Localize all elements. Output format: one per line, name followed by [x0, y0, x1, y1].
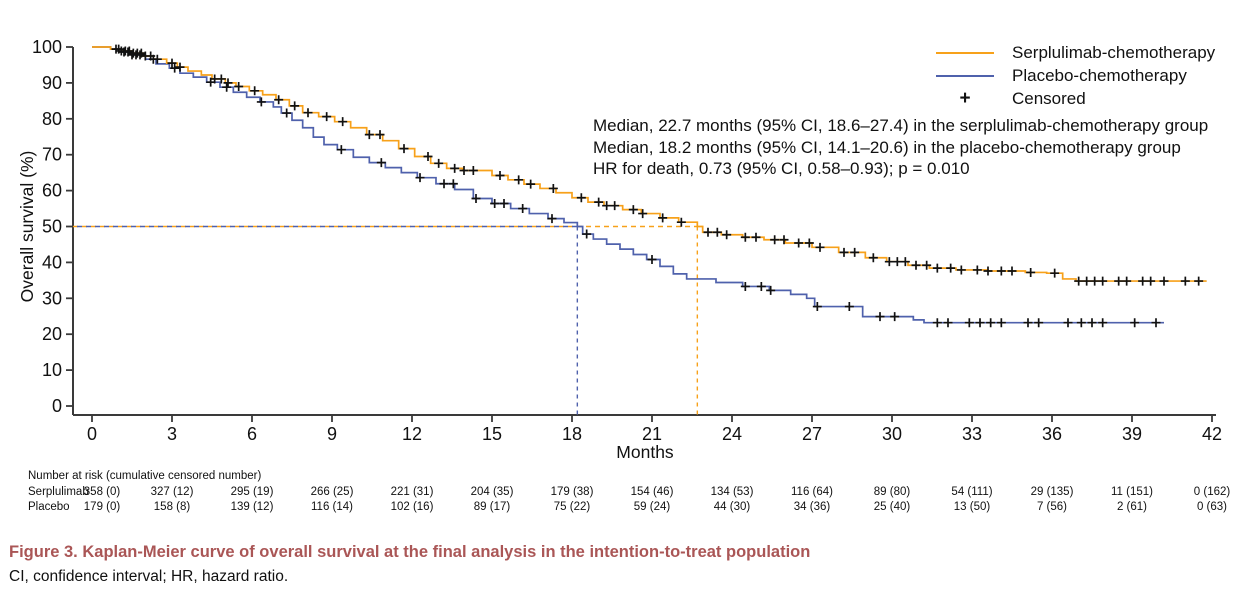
- risk-cell: 25 (40): [874, 501, 911, 513]
- censored-marker: +: [930, 89, 1000, 108]
- legend-row-placebo: Placebo-chemotherapy: [930, 64, 1215, 87]
- svg-text:100: 100: [32, 37, 62, 57]
- svg-text:60: 60: [42, 181, 62, 201]
- risk-cell: 34 (36): [794, 501, 831, 513]
- svg-text:12: 12: [402, 424, 422, 444]
- svg-text:6: 6: [247, 424, 257, 444]
- legend-label-censored: Censored: [1012, 88, 1086, 108]
- svg-text:42: 42: [1202, 424, 1222, 444]
- svg-text:80: 80: [42, 109, 62, 129]
- risk-cell: 59 (24): [634, 501, 671, 513]
- svg-text:24: 24: [722, 424, 742, 444]
- placebo-line-icon: [936, 74, 994, 77]
- risk-cell: 54 (111): [951, 486, 992, 498]
- legend-row-serplulimab: Serplulimab-chemotherapy: [930, 41, 1215, 64]
- serplulimab-line-swatch: [930, 51, 1000, 54]
- risk-cell: 75 (22): [554, 501, 591, 513]
- svg-text:9: 9: [327, 424, 337, 444]
- x-tick-labels: 0 3 6 9 12 15 18 21 24 27 30 33 36 39 42: [87, 424, 1222, 444]
- risk-cell: 11 (151): [1111, 486, 1153, 498]
- svg-text:10: 10: [42, 360, 62, 380]
- risk-cell: 89 (80): [874, 486, 911, 498]
- risk-cell: 0 (162): [1194, 486, 1231, 498]
- annotation-line-serplulimab: Median, 22.7 months (95% CI, 18.6–27.4) …: [593, 116, 1209, 135]
- legend-row-censored: + Censored: [930, 87, 1215, 110]
- risk-cell: 116 (14): [311, 501, 353, 513]
- risk-cell: 179 (38): [551, 486, 594, 498]
- x-axis-title: Months: [616, 442, 674, 462]
- svg-text:33: 33: [962, 424, 982, 444]
- tick-marks: [66, 46, 1213, 422]
- risk-cell: 358 (0): [84, 486, 121, 498]
- chart-legend: Serplulimab-chemotherapy Placebo-chemoth…: [930, 41, 1215, 110]
- svg-text:3: 3: [167, 424, 177, 444]
- svg-text:18: 18: [562, 424, 582, 444]
- risk-cell: 204 (35): [471, 486, 514, 498]
- censor-marks-placebo: [114, 44, 1161, 328]
- axes: [72, 47, 1216, 416]
- svg-text:0: 0: [87, 424, 97, 444]
- svg-text:70: 70: [42, 145, 62, 165]
- risk-cell: 13 (50): [954, 501, 991, 513]
- placebo-line-swatch: [930, 74, 1000, 77]
- risk-cell: 154 (46): [631, 486, 674, 498]
- y-tick-labels: 0 10 20 30 40 50 60 70 80 90 100: [32, 37, 62, 416]
- risk-cell: 102 (16): [391, 501, 434, 513]
- annotation-line-hr: HR for death, 0.73 (95% CI, 0.58–0.93); …: [593, 159, 970, 178]
- risk-cell: 134 (53): [711, 486, 754, 498]
- risk-cell: 89 (17): [474, 501, 511, 513]
- risk-cell: 44 (30): [714, 501, 751, 513]
- legend-label-placebo: Placebo-chemotherapy: [1012, 65, 1187, 85]
- svg-text:50: 50: [42, 217, 62, 237]
- median-annotation-block: Median, 22.7 months (95% CI, 18.6–27.4) …: [593, 115, 1208, 180]
- risk-cell: 29 (135): [1031, 486, 1074, 498]
- figure-caption-note: CI, confidence interval; HR, hazard rati…: [9, 568, 289, 585]
- legend-label-serplulimab: Serplulimab-chemotherapy: [1012, 42, 1216, 62]
- svg-text:40: 40: [42, 252, 62, 272]
- risk-row-label: Serplulimab: [28, 486, 89, 498]
- risk-table: Number at risk (cumulative censored numb…: [28, 470, 1230, 513]
- risk-row-label: Placebo: [28, 501, 70, 513]
- risk-cell: 7 (56): [1037, 501, 1067, 513]
- figure-caption-title: Figure 3. Kaplan-Meier curve of overall …: [9, 543, 811, 561]
- svg-text:39: 39: [1122, 424, 1142, 444]
- svg-text:0: 0: [52, 396, 62, 416]
- y-axis-title: Overall survival (%): [17, 151, 37, 303]
- risk-cell: 266 (25): [311, 486, 354, 498]
- risk-cell: 295 (19): [231, 486, 274, 498]
- svg-text:27: 27: [802, 424, 822, 444]
- risk-cell: 116 (64): [791, 486, 833, 498]
- censored-plus-icon: +: [959, 88, 971, 109]
- risk-cell: 0 (63): [1197, 501, 1227, 513]
- svg-text:21: 21: [642, 424, 662, 444]
- svg-text:30: 30: [42, 288, 62, 308]
- risk-cell: 327 (12): [151, 486, 194, 498]
- risk-cell: 139 (12): [231, 501, 274, 513]
- risk-cell: 2 (61): [1117, 501, 1147, 513]
- risk-cell: 158 (8): [154, 501, 191, 513]
- risk-cell: 179 (0): [84, 501, 121, 513]
- serplulimab-line-icon: [936, 51, 994, 54]
- risk-cell: 221 (31): [391, 486, 434, 498]
- annotation-line-placebo: Median, 18.2 months (95% CI, 14.1–20.6) …: [593, 137, 1181, 157]
- svg-text:36: 36: [1042, 424, 1062, 444]
- svg-text:30: 30: [882, 424, 902, 444]
- curve-serplulimab: [92, 46, 1207, 282]
- svg-text:15: 15: [482, 424, 502, 444]
- median-reference-lines: [73, 225, 699, 415]
- svg-text:20: 20: [42, 324, 62, 344]
- risk-table-header: Number at risk (cumulative censored numb…: [28, 470, 261, 482]
- svg-text:90: 90: [42, 73, 62, 93]
